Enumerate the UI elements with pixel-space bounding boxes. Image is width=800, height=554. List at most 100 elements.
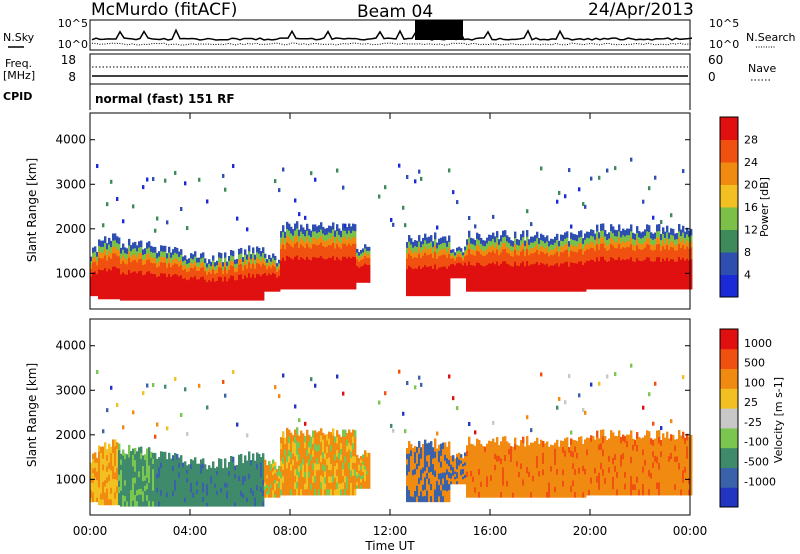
velocity-cell	[300, 449, 303, 457]
power-cell	[276, 268, 279, 273]
power-cell	[112, 272, 115, 280]
velocity-cell	[226, 494, 229, 499]
power-cell	[142, 284, 145, 291]
power-cell	[366, 275, 369, 280]
power-cell	[538, 275, 541, 282]
velocity-cell	[356, 474, 359, 479]
power-cell	[144, 279, 147, 286]
velocity-cell	[346, 445, 349, 453]
velocity-cell	[368, 470, 371, 475]
power-cell	[554, 253, 557, 260]
power-cell	[636, 226, 639, 233]
power-cell	[174, 278, 177, 285]
velocity-cell	[310, 465, 313, 473]
velocity-cell	[466, 476, 469, 483]
power-cell	[520, 234, 523, 241]
power-cell	[212, 286, 215, 292]
power-cell	[234, 283, 237, 289]
power-cell	[246, 272, 249, 278]
velocity-cell	[116, 479, 119, 487]
power-cell	[598, 249, 601, 256]
power-cell	[510, 255, 513, 262]
velocity-cell	[244, 501, 247, 507]
power-cell	[544, 269, 547, 276]
velocity-cell	[118, 461, 121, 469]
power-cell	[506, 285, 509, 292]
power-cell	[598, 277, 601, 284]
power-cell	[260, 275, 263, 281]
power-cell	[344, 223, 347, 228]
velocity-cell	[428, 483, 431, 491]
velocity-cell	[132, 465, 135, 473]
power-cell	[500, 252, 503, 259]
power-cell	[102, 269, 105, 276]
velocity-cell	[368, 467, 371, 472]
power-cell	[278, 281, 281, 286]
power-cell	[266, 275, 269, 279]
power-cell	[684, 283, 687, 290]
velocity-cell	[120, 479, 123, 486]
power-cell	[354, 269, 357, 277]
velocity-cell	[232, 370, 235, 375]
velocity-cell	[514, 455, 517, 462]
velocity-cell	[454, 458, 457, 462]
power-cell	[412, 263, 415, 270]
power-cell	[602, 223, 605, 231]
velocity-cell	[164, 473, 167, 480]
power-cell	[94, 271, 97, 277]
velocity-cell	[110, 475, 113, 483]
velocity-cell	[448, 465, 451, 473]
power-cell	[670, 276, 673, 284]
velocity-cell	[164, 500, 167, 507]
power-cell	[122, 254, 125, 262]
power-cell	[326, 240, 329, 247]
power-cell	[578, 285, 581, 292]
power-cell	[440, 289, 443, 297]
power-cell	[476, 267, 479, 275]
power-cell	[228, 264, 231, 270]
velocity-cell	[432, 474, 435, 481]
velocity-cell	[90, 470, 93, 475]
power-cell	[572, 262, 575, 269]
velocity-cell	[274, 472, 277, 477]
power-cell	[442, 242, 445, 249]
chart-title: McMurdo (fitACF)	[91, 0, 237, 20]
velocity-cell	[336, 449, 339, 457]
velocity-cell	[470, 449, 473, 456]
power-cell	[420, 241, 423, 248]
power-cell	[358, 270, 361, 274]
velocity-cell	[320, 474, 323, 483]
power-cell	[648, 263, 651, 271]
power-cell	[154, 262, 157, 269]
velocity-cell	[450, 461, 453, 465]
velocity-cell	[348, 429, 351, 437]
velocity-cell	[130, 484, 133, 491]
power-cell	[576, 285, 579, 292]
power-cell	[244, 279, 247, 286]
velocity-cell	[240, 490, 243, 497]
power-cell	[668, 272, 671, 279]
power-cell	[622, 252, 625, 260]
velocity-cell	[146, 454, 149, 461]
power-cell	[514, 273, 517, 280]
power-cell	[228, 273, 231, 279]
velocity-cell	[216, 498, 219, 503]
power-cell	[650, 271, 653, 279]
velocity-cell	[518, 450, 521, 457]
colorbar-tick-label: 4	[744, 269, 751, 282]
velocity-cell	[298, 418, 301, 423]
power-cell	[128, 281, 131, 289]
velocity-cell	[102, 487, 105, 494]
velocity-cell	[110, 385, 113, 390]
power-cell	[366, 253, 369, 258]
power-cell	[320, 235, 323, 243]
power-cell	[466, 280, 469, 287]
velocity-cell	[348, 462, 351, 470]
velocity-cell	[422, 484, 425, 491]
velocity-cell	[500, 480, 503, 487]
velocity-cell	[362, 484, 365, 489]
velocity-cell	[122, 455, 125, 462]
power-cell	[512, 246, 515, 252]
power-cell	[152, 268, 155, 274]
colorbar-tick-label: 28	[744, 134, 758, 147]
